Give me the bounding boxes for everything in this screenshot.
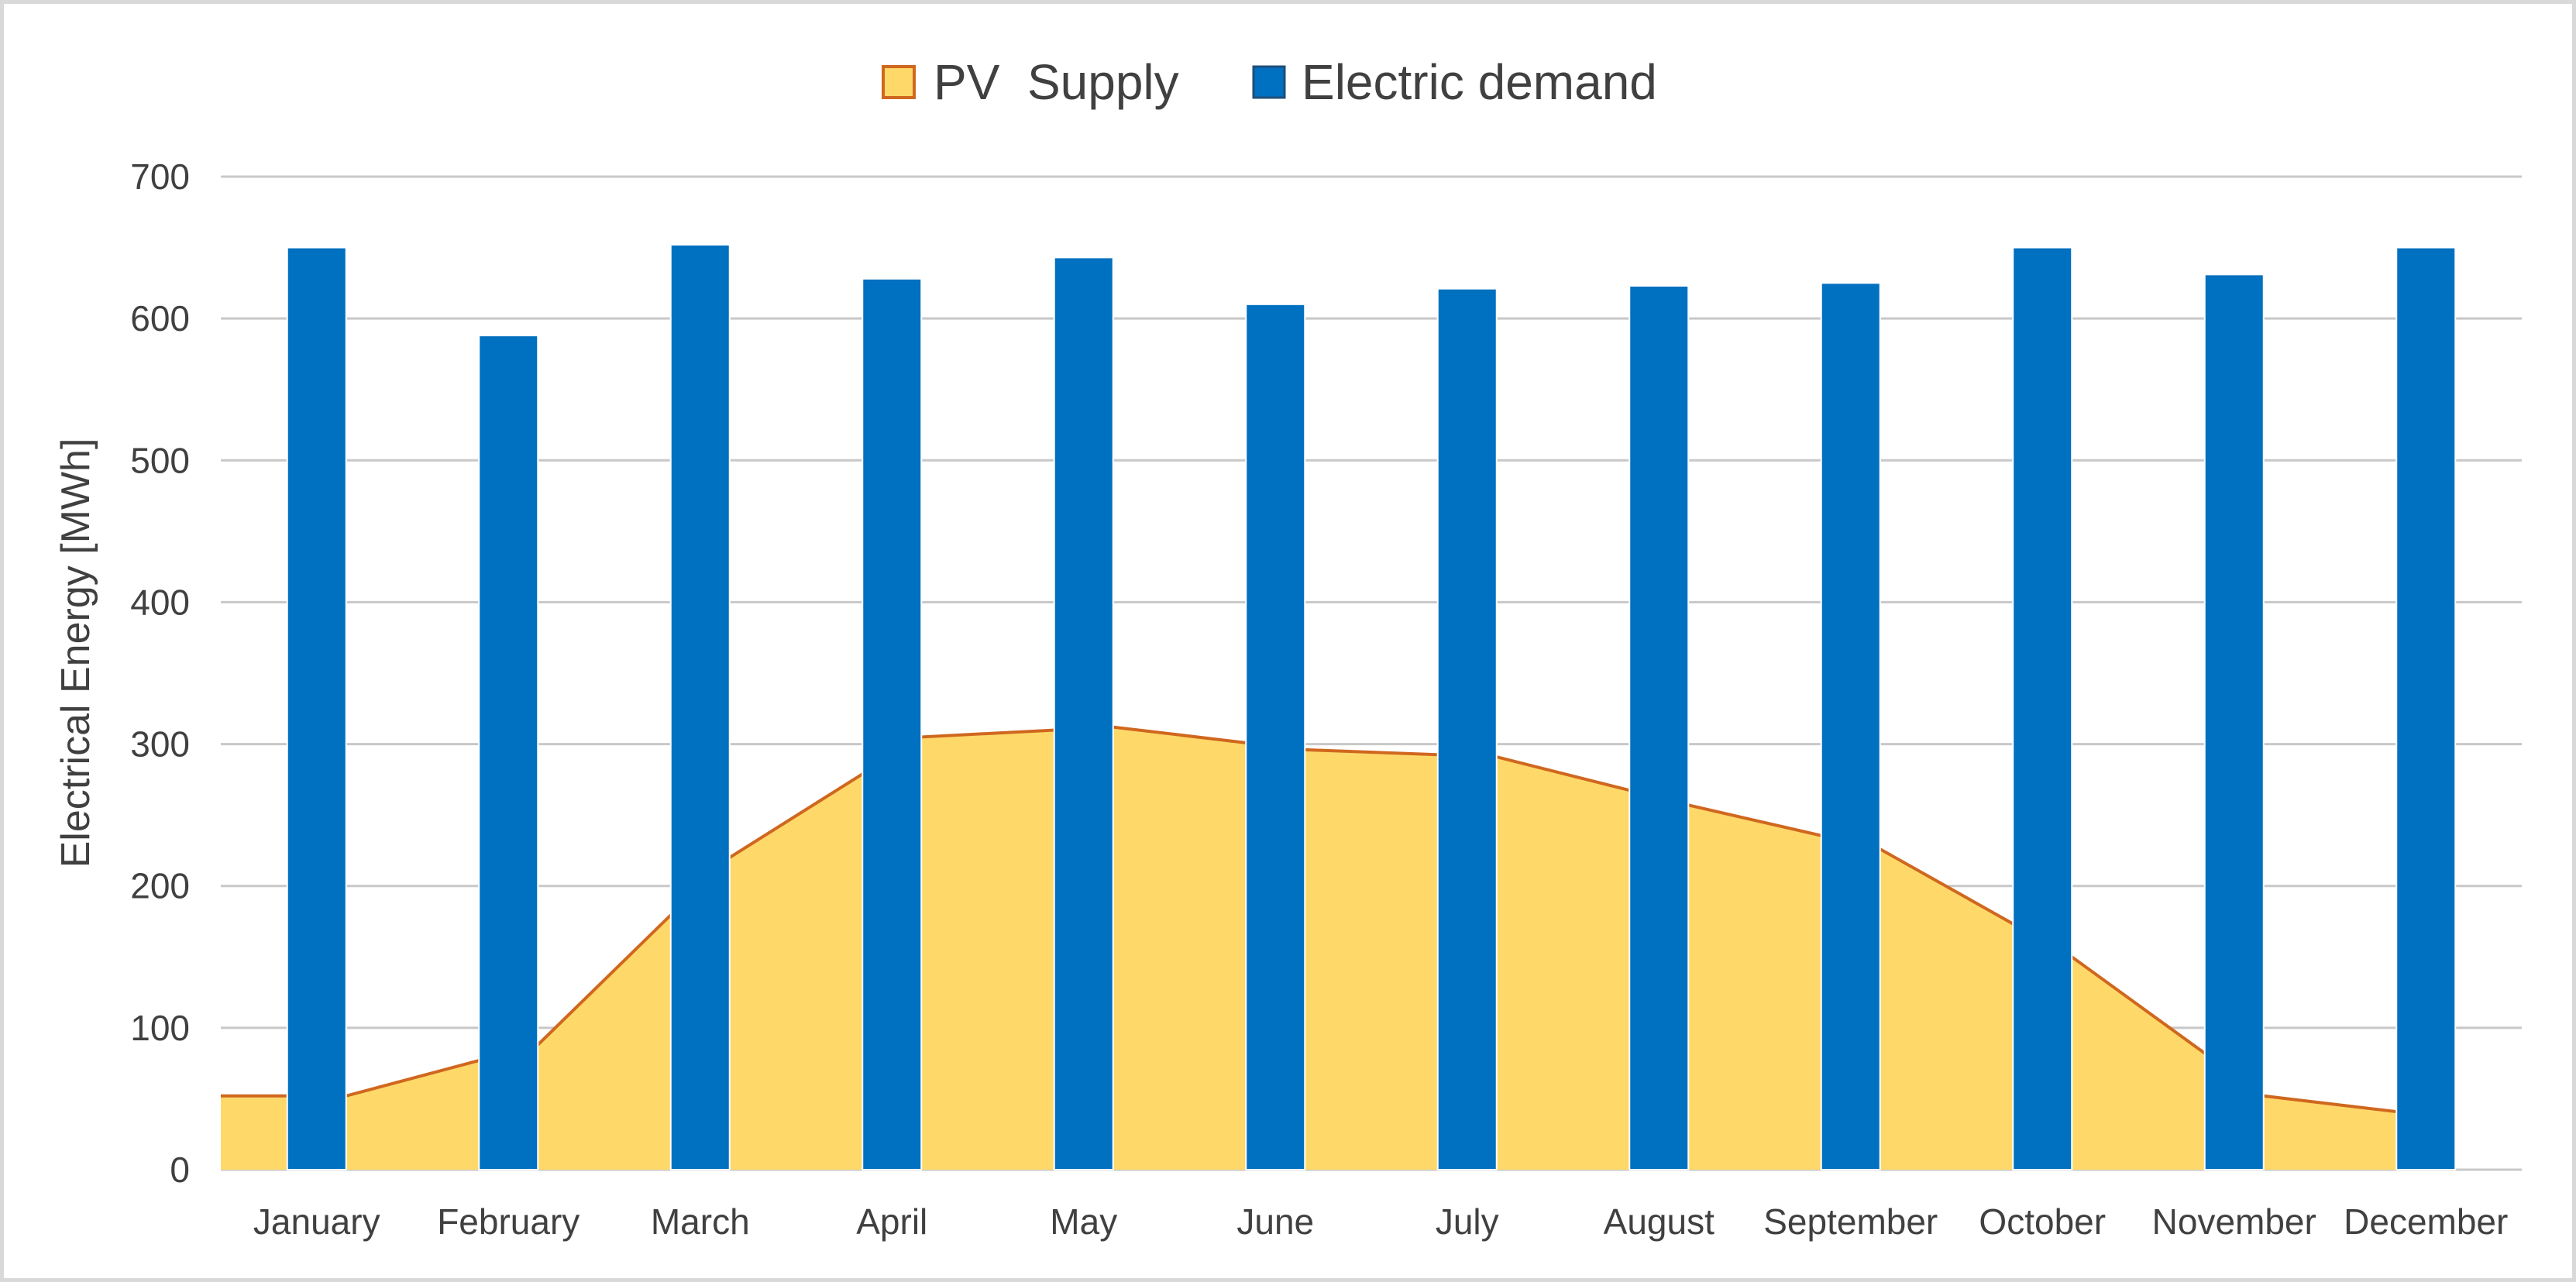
y-tick-label: 500 xyxy=(130,440,190,480)
x-tick-label: November xyxy=(2152,1201,2316,1242)
legend: PV Supply Electric demand xyxy=(882,54,1657,110)
demand-bar-december xyxy=(2395,246,2457,1171)
x-tick-labels: January February March April May June July Augu… xyxy=(253,1201,2508,1242)
y-axis-title: Electrical Energy [MWh] xyxy=(53,438,98,868)
demand-bar-may xyxy=(1053,256,1114,1170)
y-tick-label: 200 xyxy=(130,866,190,906)
demand-bar-october xyxy=(2012,246,2073,1171)
x-tick-label: December xyxy=(2344,1201,2508,1242)
x-tick-label: August xyxy=(1604,1201,1714,1242)
demand-bar-june xyxy=(1245,303,1306,1170)
demand-bar-january xyxy=(286,246,347,1171)
x-tick-label: October xyxy=(1979,1201,2106,1242)
bars-layer xyxy=(286,243,2457,1171)
y-tick-label: 0 xyxy=(170,1150,190,1190)
legend-swatch-pv-supply xyxy=(882,65,916,99)
demand-bar-april xyxy=(862,277,923,1170)
x-tick-label: March xyxy=(651,1201,750,1242)
pv-area-layer xyxy=(221,725,2456,1170)
y-tick-label: 400 xyxy=(130,582,190,622)
legend-swatch-electric-demand xyxy=(1252,65,1286,99)
demand-bar-march xyxy=(669,243,731,1170)
demand-bar-august xyxy=(1628,285,1690,1170)
x-tick-label: February xyxy=(437,1201,580,1242)
y-tick-label: 700 xyxy=(130,156,190,197)
demand-bar-july xyxy=(1436,287,1498,1170)
y-tick-label: 100 xyxy=(130,1008,190,1048)
demand-bar-february xyxy=(478,335,539,1170)
pv-supply-area xyxy=(221,727,2456,1170)
x-tick-label: April xyxy=(856,1201,927,1242)
y-tick-label: 600 xyxy=(130,298,190,339)
demand-bar-september xyxy=(1820,282,1881,1170)
x-tick-label: May xyxy=(1050,1201,1117,1242)
demand-bar-november xyxy=(2203,273,2265,1171)
legend-label-pv-supply: PV Supply xyxy=(934,54,1179,110)
x-tick-label: January xyxy=(253,1201,380,1242)
x-tick-label: June xyxy=(1236,1201,1314,1242)
y-tick-labels: 0 100 200 300 400 500 600 700 xyxy=(130,156,190,1190)
y-tick-label: 300 xyxy=(130,724,190,765)
x-tick-label: September xyxy=(1763,1201,1938,1242)
x-tick-label: July xyxy=(1436,1201,1499,1242)
legend-label-electric-demand: Electric demand xyxy=(1302,54,1657,110)
